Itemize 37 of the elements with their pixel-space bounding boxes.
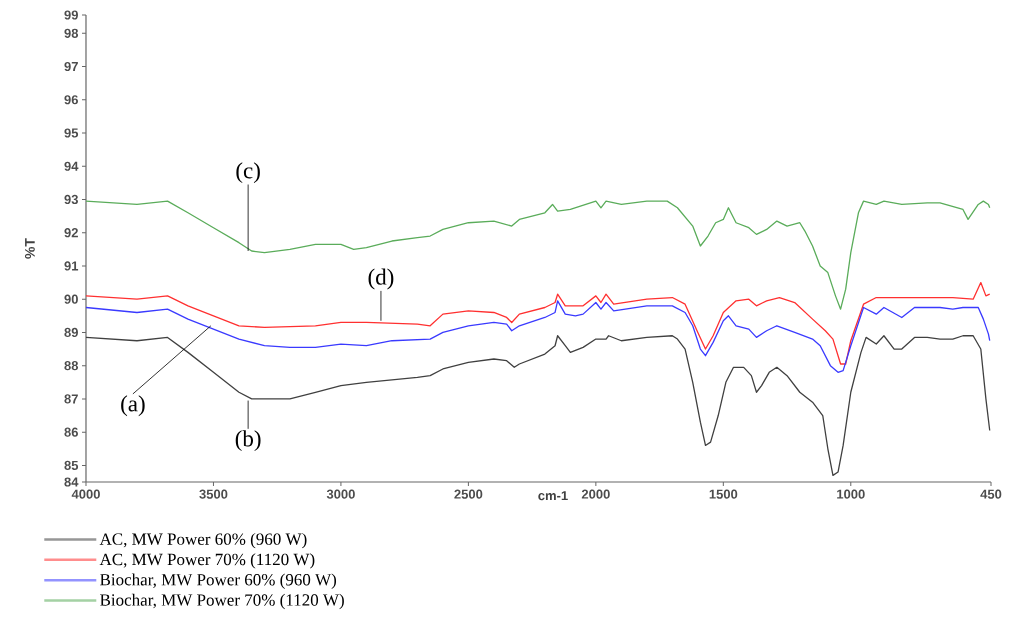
y-tick-label: 87 <box>64 394 78 404</box>
x-tick-label: 4000 <box>71 489 100 499</box>
y-tick-label: 94 <box>64 161 79 171</box>
x-tick-label: 2500 <box>454 489 483 499</box>
line-series <box>85 335 991 476</box>
y-tick-label: 95 <box>64 128 79 138</box>
legend-label: Biochar, MW Power 70% (1120 W) <box>100 593 344 610</box>
legend-label: Biochar, MW Power 60% (960 W) <box>100 573 337 589</box>
y-axis-title: %T <box>24 238 35 259</box>
annotation: (c) <box>236 162 260 184</box>
line-series <box>85 300 991 373</box>
x-tick-label: 3500 <box>199 489 228 499</box>
x-tick-label: 1000 <box>837 489 865 499</box>
y-tick-label: 93 <box>64 194 78 205</box>
y-tick-label: 84 <box>64 477 79 487</box>
y-tick-label: 88 <box>64 361 79 371</box>
legend-label: AC, MW Power 60% (960 W) <box>99 532 307 549</box>
annotation: (a) <box>121 395 145 417</box>
y-tick-label: 97 <box>64 61 78 72</box>
x-tick-label: 450 <box>980 489 1002 499</box>
y-tick-label: 85 <box>64 460 79 470</box>
y-tick-label: 86 <box>64 427 78 437</box>
y-tick-label: 90 <box>64 294 78 304</box>
x-axis-title: cm-1 <box>538 491 568 501</box>
legend-label: AC, MW Power 70% (1120 W) <box>99 553 315 569</box>
y-tick-label: 96 <box>64 95 78 105</box>
y-tick-label: 92 <box>64 228 78 238</box>
y-tick-label: 99 <box>64 10 78 20</box>
x-tick-label: 3000 <box>326 489 355 499</box>
annotation: (d) <box>368 268 394 290</box>
y-tick-label: 91 <box>64 261 79 271</box>
line-series <box>85 200 991 310</box>
x-tick-label: 2000 <box>581 489 610 499</box>
y-tick-label: 89 <box>64 327 78 338</box>
x-tick-label: 1500 <box>709 489 738 499</box>
y-tick-label: 98 <box>64 28 79 38</box>
annotation: (b) <box>235 430 261 452</box>
